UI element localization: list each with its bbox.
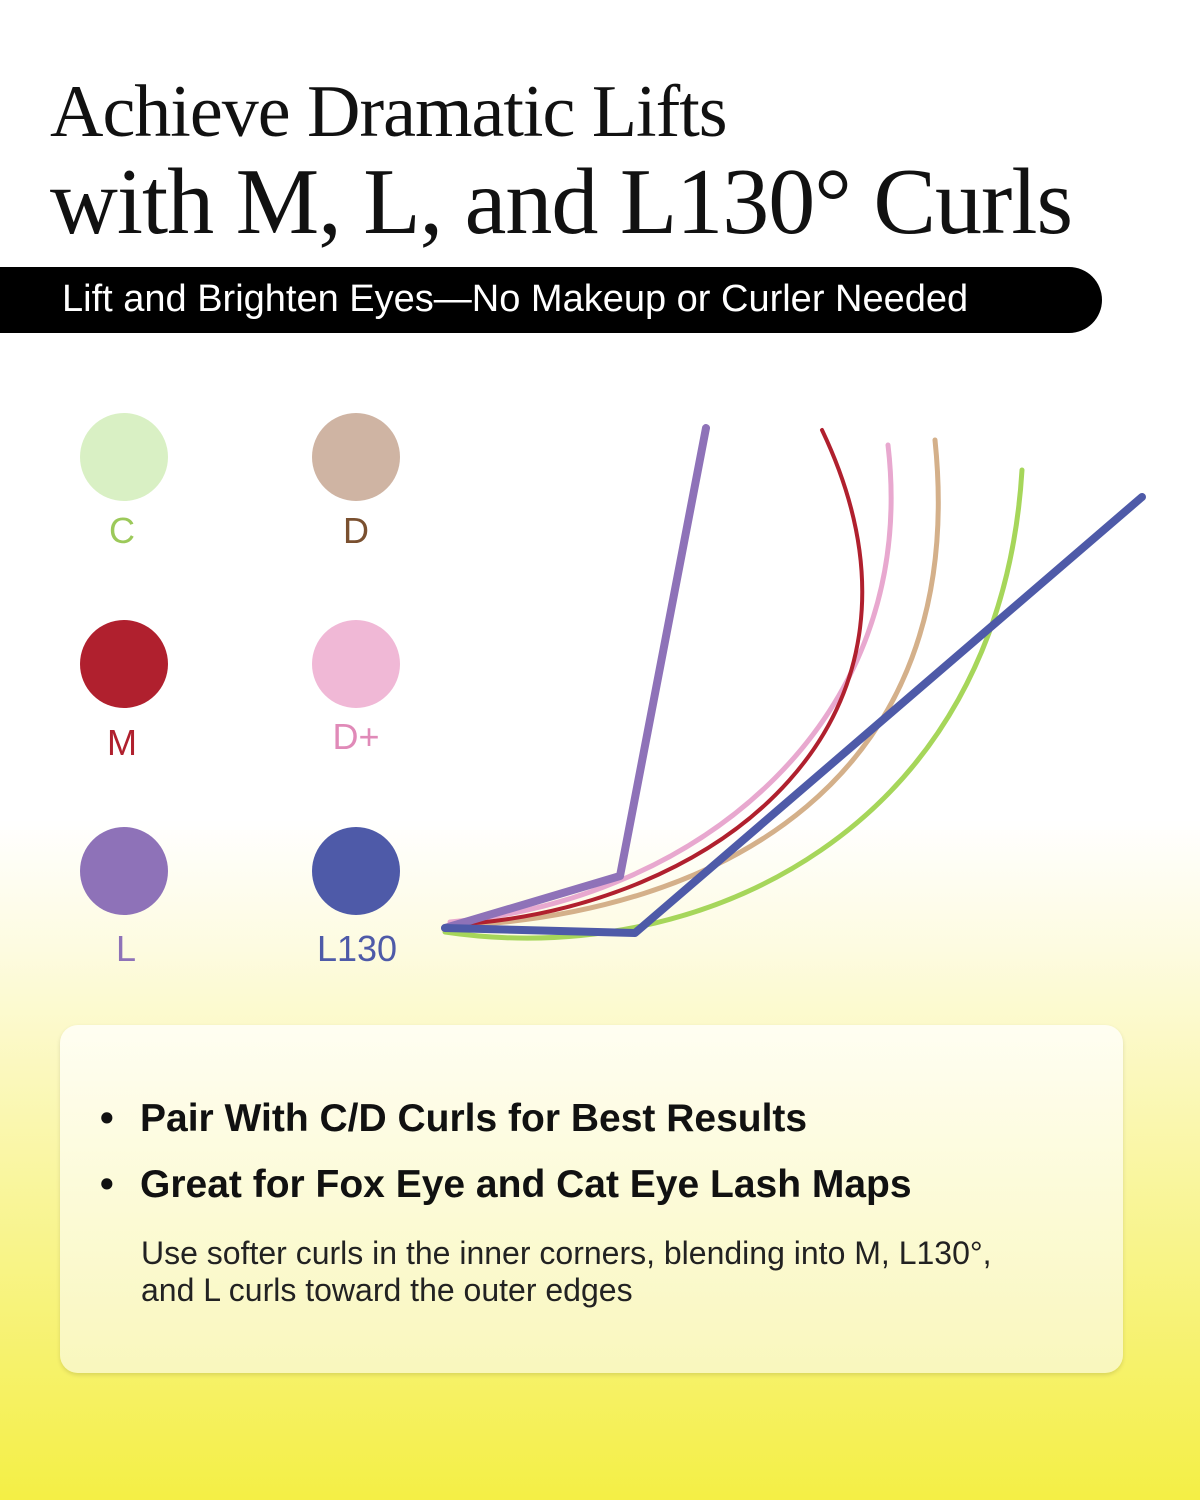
usage-note: Use softer curls in the inner corners, b… bbox=[141, 1235, 992, 1308]
curl-c-line bbox=[442, 467, 1025, 941]
curl-d-plus-line bbox=[447, 442, 894, 925]
label-l130: L130 bbox=[316, 928, 398, 969]
swatch-l130 bbox=[312, 827, 400, 915]
bullet-dot: • bbox=[100, 1163, 114, 1206]
bullet-dot: • bbox=[100, 1097, 114, 1140]
curl-d-line bbox=[447, 437, 941, 929]
label-d-plus: D+ bbox=[332, 716, 380, 757]
title-line-2: with M, L, and L130° Curls bbox=[50, 150, 1073, 254]
label-m: M bbox=[107, 722, 137, 763]
title-line-1: Achieve Dramatic Lifts bbox=[50, 71, 728, 153]
bullet-item-2: • Great for Fox Eye and Cat Eye Lash Maps bbox=[100, 1163, 912, 1207]
curl-l-line bbox=[441, 424, 710, 932]
banner-text: Lift and Brighten Eyes—No Makeup or Curl… bbox=[62, 278, 969, 320]
swatch-c bbox=[80, 413, 168, 501]
label-l: L bbox=[115, 928, 137, 969]
bullet-item-1: • Pair With C/D Curls for Best Results bbox=[100, 1097, 807, 1141]
subtitle-banner: Lift and Brighten Eyes—No Makeup or Curl… bbox=[0, 267, 1102, 333]
tips-card: • Pair With C/D Curls for Best Results • G… bbox=[60, 1025, 1123, 1373]
swatch-l bbox=[80, 827, 168, 915]
curl-l130-line bbox=[441, 493, 1146, 937]
bullet-text: Great for Fox Eye and Cat Eye Lash Maps bbox=[140, 1163, 912, 1206]
swatch-d bbox=[312, 413, 400, 501]
label-d: D bbox=[343, 510, 369, 551]
lash-curl-diagram bbox=[441, 424, 1146, 941]
bullet-text: Pair With C/D Curls for Best Results bbox=[140, 1097, 808, 1140]
label-c: C bbox=[109, 510, 135, 551]
curl-m-line bbox=[448, 428, 865, 927]
swatch-d-plus bbox=[312, 620, 400, 708]
swatch-m bbox=[80, 620, 168, 708]
